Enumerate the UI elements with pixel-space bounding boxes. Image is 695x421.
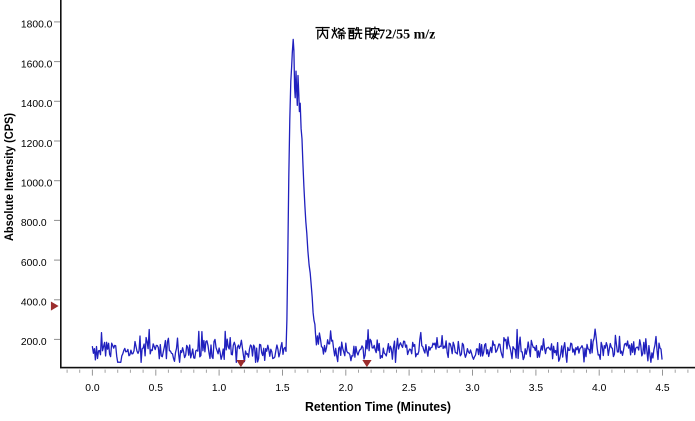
svg-text:400.0: 400.0	[21, 298, 47, 309]
svg-text:Retention Time (Minutes): Retention Time (Minutes)	[305, 399, 451, 414]
svg-text:600.0: 600.0	[21, 258, 47, 269]
svg-text:1400.0: 1400.0	[21, 99, 53, 110]
svg-text:1.0: 1.0	[212, 383, 227, 394]
svg-text:1000.0: 1000.0	[21, 179, 53, 190]
svg-text:1.5: 1.5	[275, 383, 290, 394]
svg-text:4.0: 4.0	[592, 383, 607, 394]
svg-text:3.0: 3.0	[465, 383, 480, 394]
svg-text:4.5: 4.5	[655, 383, 670, 394]
svg-text:0.0: 0.0	[85, 383, 100, 394]
svg-text:1200.0: 1200.0	[21, 139, 53, 150]
svg-text:1800.0: 1800.0	[21, 20, 53, 31]
svg-text:Absolute Intensity (CPS): Absolute Intensity (CPS)	[2, 113, 16, 241]
svg-text:800.0: 800.0	[21, 218, 47, 229]
svg-text:3.5: 3.5	[529, 383, 544, 394]
svg-text:2.5: 2.5	[402, 383, 417, 394]
svg-text:72/55 m/z: 72/55 m/z	[378, 28, 435, 43]
svg-text:1600.0: 1600.0	[21, 59, 53, 70]
svg-text:200.0: 200.0	[21, 337, 47, 348]
svg-text:0.5: 0.5	[149, 383, 164, 394]
svg-text:2.0: 2.0	[339, 383, 354, 394]
